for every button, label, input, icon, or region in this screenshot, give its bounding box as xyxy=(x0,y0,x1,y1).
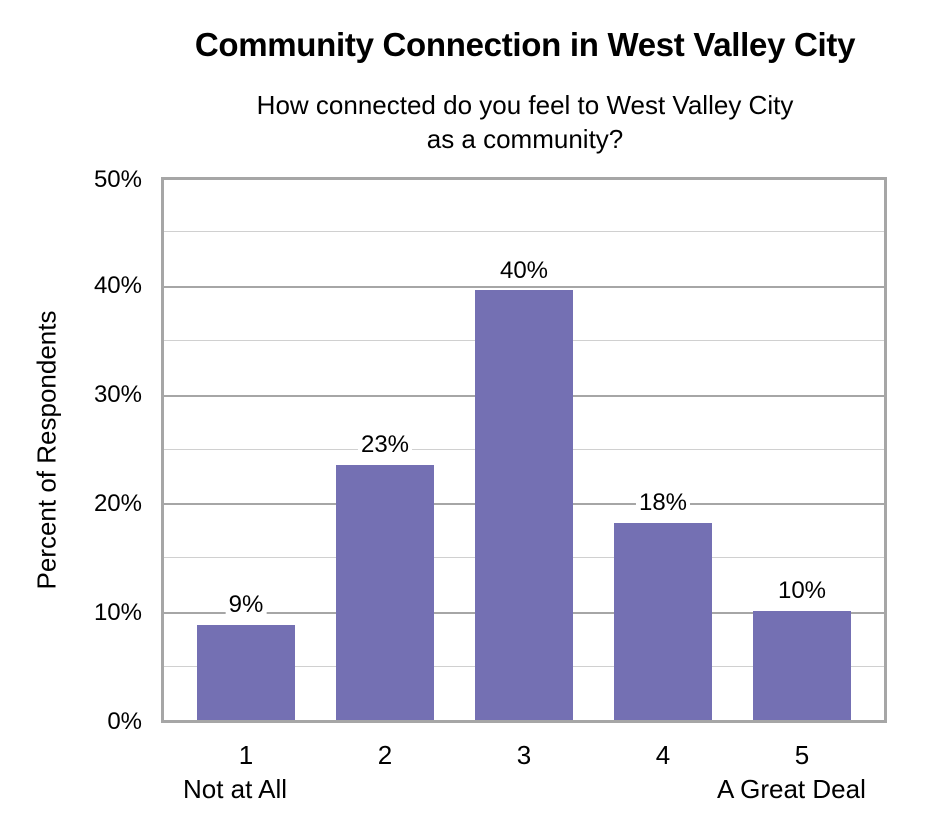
bar-4-label: 18% xyxy=(635,490,691,516)
xtick-sublabel-last: A Great Deal xyxy=(717,774,866,804)
xtick-4: 4 xyxy=(655,740,671,770)
bar-2 xyxy=(336,465,434,720)
gridline-minor xyxy=(164,231,884,232)
ytick-30: 30% xyxy=(93,381,142,408)
xtick-1: 1 xyxy=(238,740,254,770)
bar-2-label: 23% xyxy=(357,432,413,458)
bar-1-label: 9% xyxy=(225,592,267,618)
bar-1 xyxy=(197,625,295,720)
ytick-0: 0% xyxy=(107,708,142,735)
xtick-3: 3 xyxy=(516,740,532,770)
plot-area: 9% 23% 40% 18% 10% xyxy=(161,177,887,723)
xtick-2: 2 xyxy=(377,740,393,770)
bar-3-label: 40% xyxy=(496,258,552,284)
chart-title: Community Connection in West Valley City xyxy=(194,26,856,63)
xtick-5: 5 xyxy=(794,740,810,770)
ytick-20: 20% xyxy=(93,490,142,517)
subtitle-line-2: as a community? xyxy=(426,124,624,154)
bar-3 xyxy=(475,290,573,720)
ytick-40: 40% xyxy=(93,272,142,299)
bar-4 xyxy=(614,523,712,720)
bar-5 xyxy=(753,611,851,720)
bar-5-label: 10% xyxy=(774,578,830,604)
subtitle-line-1: How connected do you feel to West Valley… xyxy=(256,90,794,120)
ytick-10: 10% xyxy=(93,599,142,626)
xtick-sublabel-first: Not at All xyxy=(183,774,288,804)
chart-subtitle: How connected do you feel to West Valley… xyxy=(0,88,945,156)
y-axis-label: Percent of Respondents xyxy=(31,310,62,590)
gridline-major xyxy=(164,286,884,288)
ytick-50: 50% xyxy=(93,166,142,193)
